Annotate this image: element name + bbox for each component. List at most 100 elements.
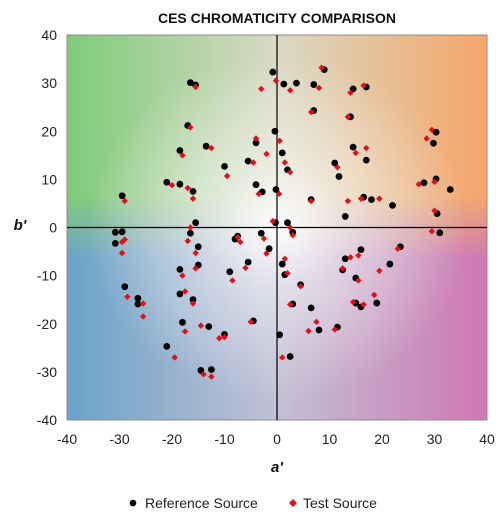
reference-point: [432, 128, 440, 136]
test-point: [281, 255, 289, 262]
y-tick-label: 10: [41, 171, 57, 187]
legend-label-reference: Reference Source: [145, 495, 258, 511]
x-tick-label: -10: [214, 431, 234, 447]
x-tick-label: -20: [162, 431, 182, 447]
test-point: [229, 277, 236, 284]
reference-point: [286, 353, 294, 360]
test-point: [189, 195, 197, 202]
test-point: [139, 300, 147, 307]
reference-point: [202, 142, 210, 150]
test-point: [349, 298, 357, 306]
reference-point: [111, 239, 119, 247]
reference-point: [257, 229, 265, 237]
y-tick-label: 20: [41, 123, 57, 139]
test-point: [237, 238, 244, 246]
test-point: [297, 283, 304, 290]
reference-point: [310, 81, 318, 88]
x-tick-labels: -40 -30 -20 -10 0 10 20 30 40: [57, 431, 495, 447]
reference-point: [436, 229, 444, 237]
reference-point: [446, 186, 454, 193]
y-tick-label: -40: [37, 412, 57, 428]
legend-marker-test: [289, 499, 297, 507]
reference-point: [280, 80, 288, 88]
x-tick-label: 40: [479, 431, 495, 447]
reference-point: [176, 290, 184, 298]
reference-point: [118, 192, 126, 200]
test-point: [360, 82, 367, 89]
test-point: [334, 164, 341, 171]
test-point: [347, 89, 354, 96]
reference-point: [176, 265, 184, 273]
test-point: [376, 195, 383, 202]
test-point: [315, 84, 323, 92]
test-point: [124, 293, 131, 300]
x-tick-label: -30: [109, 431, 129, 447]
test-point: [307, 108, 315, 116]
test-point: [192, 83, 199, 91]
test-point: [275, 190, 283, 198]
test-point: [289, 232, 296, 239]
reference-point: [368, 196, 375, 203]
test-point: [279, 354, 286, 361]
test-point: [428, 228, 436, 235]
x-tick-label: 0: [273, 431, 281, 447]
test-point: [197, 322, 205, 329]
test-point: [313, 318, 320, 326]
test-point: [331, 326, 338, 333]
reference-point: [226, 268, 234, 276]
reference-point: [362, 156, 370, 164]
legend: Reference Source Test Source: [129, 495, 377, 511]
reference-point: [430, 139, 437, 147]
reference-point: [186, 79, 194, 87]
test-point: [344, 113, 352, 121]
x-tick-label: 20: [374, 431, 390, 447]
test-point: [415, 180, 422, 188]
test-point: [355, 252, 362, 259]
test-point: [234, 233, 241, 241]
test-point: [247, 318, 254, 326]
test-point: [250, 159, 257, 166]
reference-point: [335, 173, 343, 180]
reference-point: [111, 228, 119, 236]
reference-point: [307, 304, 315, 312]
test-point: [189, 300, 197, 307]
reference-point: [252, 139, 260, 147]
reference-point: [207, 366, 215, 373]
y-tick-label: -20: [37, 316, 57, 332]
test-point: [187, 124, 194, 131]
test-point: [118, 249, 126, 257]
reference-point: [269, 68, 277, 76]
test-point: [121, 197, 128, 205]
reference-point: [244, 258, 252, 266]
reference-point: [179, 318, 186, 326]
test-point: [181, 328, 189, 335]
reference-point: [276, 331, 284, 339]
test-point: [263, 250, 270, 257]
test-point: [431, 178, 438, 185]
test-point: [208, 373, 215, 380]
reference-point: [192, 219, 200, 227]
series-test: [118, 64, 438, 380]
reference-point: [293, 79, 300, 87]
test-point: [255, 190, 262, 198]
x-axis-label: a': [271, 459, 283, 476]
test-point: [260, 235, 268, 242]
reference-point: [194, 243, 202, 251]
y-tick-label: 40: [41, 27, 57, 43]
test-point: [269, 218, 276, 225]
test-point: [363, 144, 370, 152]
reference-point: [341, 213, 349, 220]
reference-point: [315, 326, 323, 334]
test-point: [168, 181, 176, 189]
test-point: [318, 64, 325, 71]
reference-point: [244, 157, 252, 165]
reference-point: [357, 246, 365, 254]
reference-point: [118, 228, 126, 236]
test-point: [179, 272, 186, 279]
test-point: [286, 87, 294, 94]
reference-point: [163, 342, 171, 350]
test-point: [216, 334, 223, 342]
test-point: [352, 149, 359, 157]
y-tick-labels: -40 -30 -20 -10 0 10 20 30 40: [37, 27, 57, 428]
reference-point: [176, 180, 184, 188]
